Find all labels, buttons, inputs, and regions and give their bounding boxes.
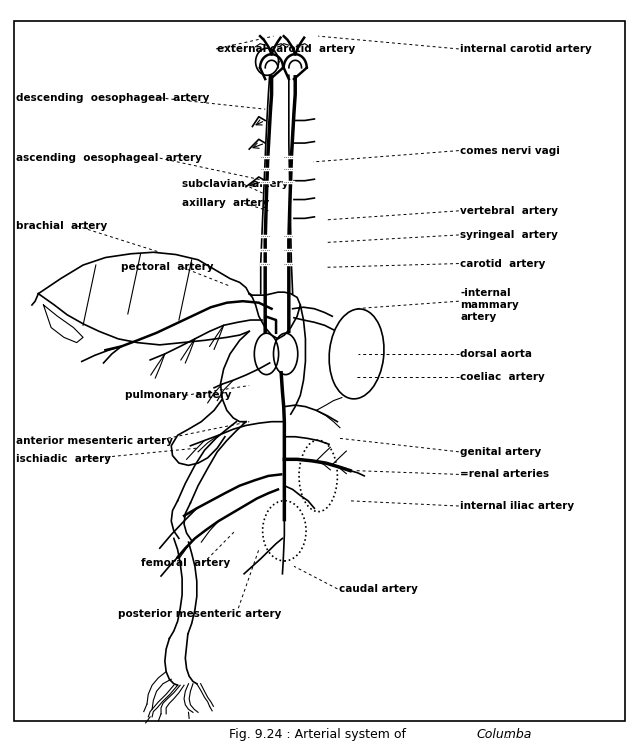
- Text: subclavian  artery: subclavian artery: [182, 179, 288, 190]
- Text: dorsal aorta: dorsal aorta: [460, 349, 532, 359]
- Text: Fig. 9.24 : Arterial system of: Fig. 9.24 : Arterial system of: [229, 727, 410, 741]
- Text: internal carotid artery: internal carotid artery: [460, 44, 592, 54]
- Text: genital artery: genital artery: [460, 447, 541, 457]
- Text: .: .: [505, 727, 509, 741]
- Text: -internal
mammary
artery: -internal mammary artery: [460, 288, 519, 322]
- Text: carotid  artery: carotid artery: [460, 258, 546, 269]
- Text: ascending  oesophageal  artery: ascending oesophageal artery: [16, 153, 202, 163]
- Text: vertebral  artery: vertebral artery: [460, 206, 558, 216]
- Text: brachial  artery: brachial artery: [16, 221, 107, 231]
- Text: external carotid  artery: external carotid artery: [217, 44, 355, 54]
- Text: syringeal  artery: syringeal artery: [460, 230, 558, 240]
- Text: coeliac  artery: coeliac artery: [460, 371, 545, 382]
- Text: femoral  artery: femoral artery: [141, 558, 230, 569]
- Text: pulmonary  artery: pulmonary artery: [125, 390, 231, 401]
- Text: pectoral  artery: pectoral artery: [121, 262, 214, 273]
- Text: internal iliac artery: internal iliac artery: [460, 501, 574, 511]
- Text: axillary  artery: axillary artery: [182, 198, 270, 209]
- Text: comes nervi vagi: comes nervi vagi: [460, 145, 560, 156]
- Text: =renal arteries: =renal arteries: [460, 469, 549, 480]
- Text: descending  oesophageal  artery: descending oesophageal artery: [16, 93, 210, 103]
- Text: caudal artery: caudal artery: [339, 584, 417, 594]
- Text: Columba: Columba: [476, 727, 532, 741]
- Text: ischiadic  artery: ischiadic artery: [16, 454, 111, 465]
- Text: posterior mesenteric artery: posterior mesenteric artery: [118, 608, 282, 619]
- Text: anterior mesenteric artery: anterior mesenteric artery: [16, 435, 173, 446]
